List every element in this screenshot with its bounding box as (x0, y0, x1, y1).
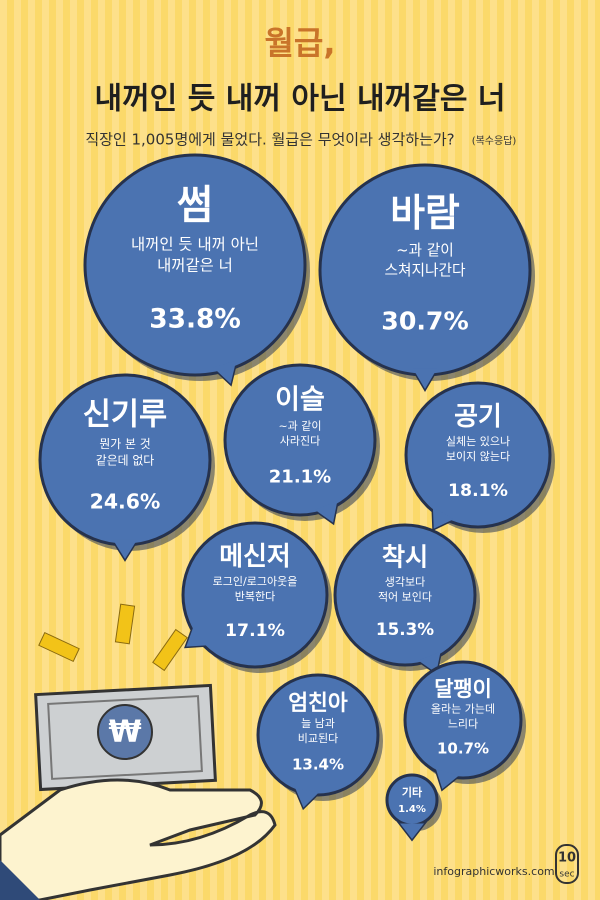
bubble-description: 내꺼인 듯 내꺼 아닌 (131, 236, 259, 254)
bubble-title: 엄친아 (288, 691, 348, 716)
bubble-description: 보이지 않는다 (446, 450, 510, 463)
bubble-description: ~과 같이 (278, 420, 321, 433)
bubble-value: 15.3% (376, 619, 434, 639)
bubble-tail-fill (186, 626, 209, 647)
bubble-description: 올라는 가는데 (431, 703, 495, 716)
bubble-tail-fill (213, 360, 237, 384)
bubble-title: 공기 (454, 402, 502, 432)
coins (38, 603, 188, 672)
bubble-description: 생각보다 (385, 575, 425, 588)
bubble-description: 스쳐지나간다 (384, 262, 466, 279)
hand (0, 778, 277, 900)
bubble-title: 신기루 (83, 397, 167, 432)
bubble-value: 10.7% (437, 740, 489, 758)
bubble-description: 늘 남과 (301, 717, 335, 730)
bubble-tail-fill (315, 501, 338, 523)
bubble-description: 내꺼같은 너 (157, 257, 233, 275)
bubble-description: 적어 보인다 (378, 590, 432, 603)
bubble-description: 뭔가 본 것 (99, 437, 150, 451)
bubble-value: 18.1% (448, 481, 508, 501)
bubble (403, 660, 523, 780)
bubble (333, 523, 477, 667)
bubble (404, 381, 552, 529)
bubble-description: 같은데 없다 (96, 453, 155, 467)
bubble-description: 느리다 (448, 718, 478, 731)
note: (복수응답) (472, 135, 517, 147)
bubble-description: 반복한다 (235, 590, 275, 603)
title: 월급, (264, 24, 335, 62)
bubble-tail-fill (435, 768, 459, 789)
bubble-description: ~과 같이 (396, 242, 454, 259)
footer-site: infographicworks.com (433, 865, 554, 878)
subtitle: 직장인 1,005명에게 물었다. 월급은 무엇이라 생각하는가? (85, 131, 454, 149)
bubble-title: 썸 (177, 182, 213, 228)
logo-frame (555, 844, 579, 884)
bubble (223, 363, 377, 517)
bubble-title: 이슬 (275, 385, 325, 416)
bubble-title: 메신저 (219, 542, 291, 572)
bubble-value: 13.4% (292, 756, 344, 774)
bubble (385, 773, 439, 827)
bubble-title: 착시 (382, 543, 428, 572)
headline: 내꺼인 듯 내꺼 아닌 내꺼같은 너 (94, 82, 505, 117)
bubble-tail-fill (432, 506, 454, 529)
bubble-value: 24.6% (90, 490, 161, 514)
bubble (256, 673, 380, 797)
bubble-description: 사라진다 (280, 435, 320, 448)
bubble-description: 로그인/로그아웃을 (213, 575, 298, 588)
logo-top: 10 (558, 851, 576, 866)
bubble-value: 21.1% (269, 467, 331, 488)
bubble (83, 153, 307, 377)
bubble-description: 실체는 있으나 (446, 435, 510, 448)
bubble-title: 바람 (390, 191, 460, 235)
bubble-value: 33.8% (149, 304, 241, 335)
bubble-title: 기타 (402, 785, 423, 799)
bubble-value: 1.4% (398, 804, 426, 815)
svg-text:₩: ₩ (108, 715, 141, 750)
money: ₩ (34, 683, 217, 792)
bubble-title: 달팽이 (434, 677, 492, 701)
logo-bottom: sec (559, 870, 574, 880)
bubble-description: 비교된다 (298, 732, 338, 745)
bubble-tail-fill (400, 823, 424, 839)
bubble-tail-fill (113, 539, 137, 559)
bubble-value: 30.7% (381, 307, 468, 336)
bubble-value: 17.1% (225, 621, 285, 641)
bubble-tail-fill (413, 368, 437, 389)
bubble (181, 521, 329, 669)
bubble-tail-fill (295, 787, 319, 808)
